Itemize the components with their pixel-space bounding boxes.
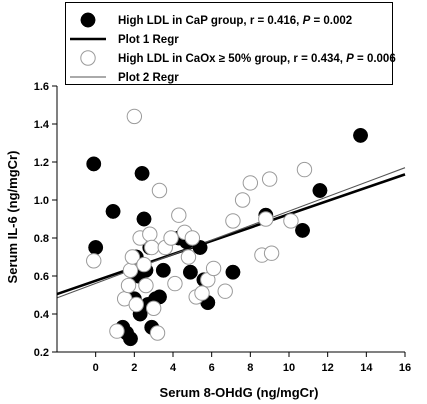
y-axis-title: Serum IL-6 (ng/mgCr) <box>5 151 20 284</box>
series-2-point <box>296 161 313 178</box>
y-tick-label: 0.4 <box>34 309 50 321</box>
series-2-point <box>242 175 259 191</box>
series-1-point <box>134 165 150 181</box>
series-2-point <box>126 108 143 125</box>
series-2-point <box>194 285 210 301</box>
y-tick-label: 1.6 <box>34 81 49 93</box>
series-1-point <box>225 264 241 280</box>
legend-open-circle <box>80 50 96 66</box>
y-tick-label: 1.2 <box>34 157 49 169</box>
y-tick-label: 1.0 <box>34 195 49 207</box>
series-2-point <box>258 211 274 227</box>
series-2-point <box>151 182 168 199</box>
regression-line-1 <box>56 173 406 296</box>
y-tick-label: 1.4 <box>34 119 50 131</box>
x-tick-label: 10 <box>283 362 295 374</box>
x-tick-label: 6 <box>209 362 215 374</box>
legend-label-4: Plot 2 Regr <box>118 72 179 84</box>
series-2-point <box>163 230 179 246</box>
series-2-point <box>283 213 299 229</box>
series-2-point <box>217 283 233 299</box>
series-1-point <box>182 264 198 280</box>
series-2-point <box>167 275 183 292</box>
series-1-point <box>155 262 171 278</box>
series-2-point <box>124 249 141 265</box>
series-1-point <box>312 183 328 198</box>
x-tick-label: 8 <box>247 362 253 374</box>
legend-label-2: Plot 1 Regr <box>118 34 179 46</box>
series-1-point <box>353 127 368 143</box>
series-1-point <box>295 222 310 238</box>
x-tick-label: 16 <box>399 362 411 374</box>
axes: 0 2 4 6 8 10 12 14 16 0.2 0.4 0.6 0.8 1.0 1.2 1.4 1.6 Ser… <box>5 81 411 400</box>
legend: High LDL in CaP group, r = 0.416, P = 0.… <box>65 2 396 85</box>
legend-box <box>65 2 393 85</box>
series-2-point <box>261 171 278 187</box>
series-2-point <box>122 262 139 278</box>
series-2-point <box>128 296 144 313</box>
x-tick-label: 4 <box>170 362 177 374</box>
series-2-point <box>225 213 241 229</box>
regression-line-2 <box>56 167 406 299</box>
series-2-point <box>171 207 187 223</box>
legend-filled-circle <box>80 12 96 28</box>
x-tick-label: 2 <box>131 362 137 374</box>
series-1-point <box>136 211 152 227</box>
series-2-point <box>142 226 158 242</box>
series-2-point <box>263 245 280 261</box>
series-2-point <box>109 323 125 339</box>
series-2-point <box>234 192 251 208</box>
series-2-point <box>120 277 137 294</box>
series-1-point <box>123 331 138 347</box>
x-axis-title: Serum 8-OHdG (ng/mgCr) <box>160 385 319 400</box>
legend-label-3: High LDL in CaOx ≥ 50% group, r = 0.434,… <box>118 53 396 65</box>
series-1-point <box>88 240 104 255</box>
series-1-point <box>105 203 121 219</box>
series-2-point <box>184 230 201 246</box>
series-2-point <box>149 325 166 341</box>
y-tick-label: 0.2 <box>34 347 49 359</box>
series-2-point <box>136 256 152 273</box>
legend-label-1: High LDL in CaP group, r = 0.416, P = 0.… <box>118 15 352 27</box>
x-tick-label: 0 <box>93 362 99 374</box>
x-tick-label: 14 <box>360 362 373 374</box>
series-2-point <box>145 300 162 316</box>
plot-area <box>56 108 406 347</box>
series-2-point <box>86 253 102 269</box>
series-1-point <box>86 156 102 172</box>
x-tick-label: 12 <box>322 362 334 374</box>
series-2-point <box>144 239 160 256</box>
y-tick-label: 0.8 <box>34 233 49 245</box>
series-2-point <box>180 249 197 265</box>
series-2-point <box>205 260 222 277</box>
y-tick-label: 0.6 <box>34 271 49 283</box>
series-2-point <box>138 277 154 294</box>
